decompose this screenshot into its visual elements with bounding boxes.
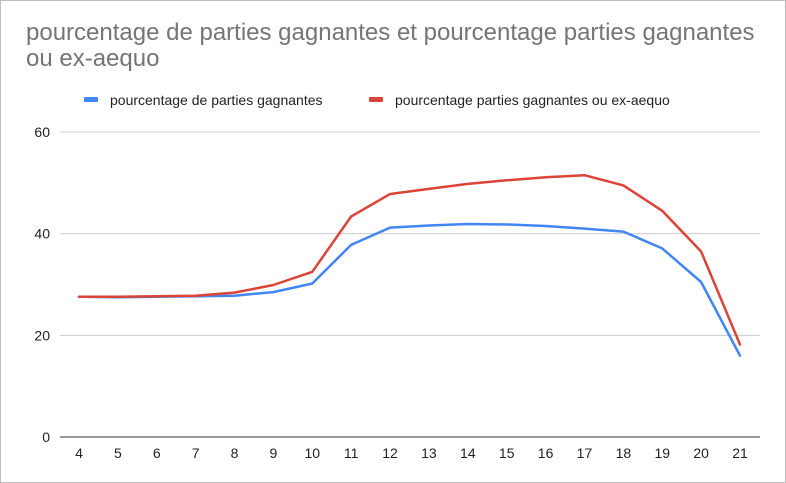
x-tick-label-8: 8 bbox=[231, 445, 239, 461]
x-tick-label-20: 20 bbox=[693, 445, 709, 461]
y-tick-label-60: 60 bbox=[34, 124, 50, 140]
series-line-1 bbox=[77, 173, 742, 346]
x-tick-label-13: 13 bbox=[421, 445, 437, 461]
legend-label-0: pourcentage de parties gagnantes bbox=[110, 92, 323, 108]
x-tick-label-7: 7 bbox=[192, 445, 200, 461]
x-tick-label-10: 10 bbox=[305, 445, 321, 461]
x-tick-label-9: 9 bbox=[270, 445, 278, 461]
x-tick-label-11: 11 bbox=[344, 445, 359, 461]
x-tick-label-6: 6 bbox=[153, 445, 161, 461]
chart-title: pourcentage de parties gagnantes et pour… bbox=[26, 19, 755, 72]
legend-swatch-0 bbox=[84, 97, 98, 102]
y-tick-label-0: 0 bbox=[42, 429, 50, 445]
x-tick-label-14: 14 bbox=[460, 445, 476, 461]
y-tick-label-40: 40 bbox=[34, 226, 50, 242]
x-tick-label-12: 12 bbox=[382, 445, 398, 461]
x-axis-ticks: 4 5 6 7 8 9 10 11 12 13 14 15 16 17 18 19 20 21 bbox=[75, 445, 748, 461]
x-tick-label-17: 17 bbox=[577, 445, 593, 461]
x-tick-label-16: 16 bbox=[538, 445, 554, 461]
series-lines bbox=[77, 173, 742, 357]
legend-swatch-1 bbox=[369, 97, 383, 102]
x-tick-label-15: 15 bbox=[499, 445, 515, 461]
x-tick-label-21: 21 bbox=[732, 445, 748, 461]
y-axis-ticks: 0 20 40 60 bbox=[34, 124, 50, 445]
x-tick-label-5: 5 bbox=[114, 445, 122, 461]
gridlines bbox=[60, 131, 760, 438]
x-tick-label-18: 18 bbox=[616, 445, 632, 461]
y-tick-label-20: 20 bbox=[34, 327, 50, 343]
legend-label-1: pourcentage parties gagnantes ou ex-aequ… bbox=[395, 92, 670, 108]
series-line-0 bbox=[77, 222, 742, 357]
x-tick-label-19: 19 bbox=[654, 445, 670, 461]
legend: pourcentage de parties gagnantes pourcent… bbox=[84, 92, 670, 108]
x-tick-label-4: 4 bbox=[75, 445, 83, 461]
